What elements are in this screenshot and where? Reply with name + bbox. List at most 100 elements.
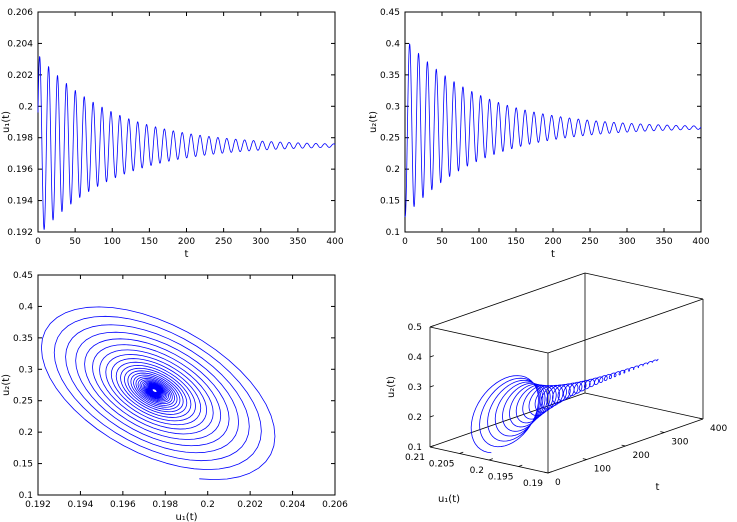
y-tick-label: 0.25: [380, 134, 400, 144]
y-tick-label: 0.192: [7, 228, 33, 238]
x-tick-label: 0.206: [322, 500, 348, 510]
y-tick-label: 0.4: [19, 302, 34, 312]
z-tick-label: 0.4: [408, 353, 423, 363]
trajectory-3d-plot: 0.19 0.195 0.2 0.205 0.21 0 100 200 300 400 0.1 0.2…: [386, 272, 727, 505]
y-tick-label: 0.196: [7, 165, 33, 175]
y-tick-label: 0.45: [380, 8, 400, 18]
x-tick-label: 0.198: [152, 500, 178, 510]
x-tick-label: 350: [289, 237, 306, 247]
box-edge: [584, 392, 704, 420]
y-tick-label: 0.3: [19, 365, 33, 375]
x-tick: [547, 471, 552, 474]
x-tick-label: 0: [402, 237, 408, 247]
x-tick-label: 150: [141, 237, 158, 247]
x-tick-label: 300: [252, 237, 269, 247]
z-axis-label: u₂(t): [386, 376, 397, 398]
x-tick-label: 400: [692, 237, 709, 247]
y-tick: [582, 458, 587, 460]
u2-vs-t-plot: 0 50 100 150 200 250 300 350 400 0.1 0.15 0.2 0.25 0.…: [369, 8, 710, 260]
x-tick-label: 0.196: [110, 500, 136, 510]
data-curve: [41, 306, 276, 481]
y-tick-label: 0.2: [19, 428, 33, 438]
z-tick-label: 0.1: [408, 443, 422, 453]
axes-frame: [37, 274, 336, 496]
x-tick-label: 0.2: [470, 466, 484, 476]
y-tick-label: 0.35: [13, 334, 33, 344]
z-tick-label: 0.5: [408, 323, 422, 333]
y-tick-label: 0.194: [7, 197, 33, 207]
x-tick-label: 200: [178, 237, 195, 247]
z-tick: [429, 415, 434, 418]
x-tick-label: 0.192: [25, 500, 51, 510]
y-axis-label: t: [656, 482, 660, 493]
data-curve: [37, 56, 336, 230]
x-axis-label: u₁(t): [438, 494, 460, 505]
box-edge: [584, 272, 704, 300]
box-edge: [429, 272, 586, 328]
z-tick: [429, 445, 434, 448]
y-tick-label: 0.206: [7, 8, 33, 18]
y-tick-label: 0.45: [13, 271, 33, 281]
x-tick-label: 0.195: [488, 473, 514, 483]
x-tick: [518, 464, 523, 467]
y-axis-label: u₂(t): [369, 111, 379, 133]
x-tick-label: 0.204: [280, 500, 306, 510]
y-tick-label: 0.3: [386, 102, 400, 112]
z-tick: [429, 325, 434, 328]
y-tick: [544, 471, 549, 474]
phase-portrait-plot: 0.192 0.194 0.196 0.198 0.2 0.202 0.204 0.206 0.…: [1, 271, 348, 522]
x-tick-label: 350: [655, 237, 672, 247]
y-tick: [699, 417, 704, 420]
x-tick-label: 300: [618, 237, 635, 247]
y-tick-label: 300: [671, 438, 688, 448]
y-tick-label: 0.1: [19, 491, 33, 501]
y-tick-label: 0.25: [13, 397, 33, 407]
u1-vs-t-plot: 0 50 100 150 200 250 300 350 400 0.192 0.194 0.196 0…: [1, 8, 344, 260]
x-tick-label: 50: [436, 237, 448, 247]
x-tick-label: 0.205: [429, 460, 455, 470]
x-tick-label: 0.2: [201, 500, 215, 510]
x-tick-label: 200: [544, 237, 561, 247]
z-tick-label: 0.3: [408, 383, 422, 393]
y-tick-label: 0.35: [380, 71, 400, 81]
data-curve-3d: [470, 358, 659, 454]
x-axis-label: t: [185, 249, 189, 260]
z-tick: [429, 385, 434, 388]
y-tick-label: 0.198: [7, 134, 33, 144]
y-tick-label: 200: [633, 451, 650, 461]
y-tick: [621, 444, 626, 447]
y-tick-label: 0.15: [13, 460, 33, 470]
x-axis-label: t: [551, 249, 555, 260]
box-edge: [547, 298, 704, 354]
x-tick-label: 250: [581, 237, 598, 247]
x-tick: [488, 458, 493, 461]
x-axis-label: u₁(t): [175, 512, 197, 522]
y-tick-label: 0.204: [7, 39, 33, 49]
x-tick-label: 100: [104, 237, 121, 247]
z-tick: [429, 355, 434, 358]
x-tick-label: 0.19: [523, 479, 543, 489]
y-tick: [660, 431, 665, 433]
x-tick-label: 50: [69, 237, 81, 247]
y-axis-label: u₁(t): [1, 111, 12, 133]
z-tick-label: 0.2: [408, 413, 422, 423]
y-tick-label: 400: [710, 424, 727, 434]
x-tick-label: 0.202: [237, 500, 263, 510]
data-curve: [404, 43, 702, 218]
y-tick-label: 100: [594, 465, 611, 475]
y-tick-label: 0.202: [7, 71, 33, 81]
y-tick-label: 0.4: [386, 39, 401, 49]
x-tick-label: 0: [35, 237, 41, 247]
x-tick-label: 250: [215, 237, 232, 247]
y-tick-label: 0: [555, 478, 561, 488]
y-tick-label: 0.2: [386, 165, 400, 175]
x-tick-label: 0.21: [405, 453, 425, 463]
x-tick-label: 400: [326, 237, 343, 247]
y-tick-label: 0.15: [380, 197, 400, 207]
y-tick-label: 0.2: [19, 102, 33, 112]
x-tick-label: 0.194: [68, 500, 94, 510]
box-edge: [429, 326, 549, 354]
x-tick: [459, 451, 464, 454]
x-tick-label: 150: [507, 237, 524, 247]
